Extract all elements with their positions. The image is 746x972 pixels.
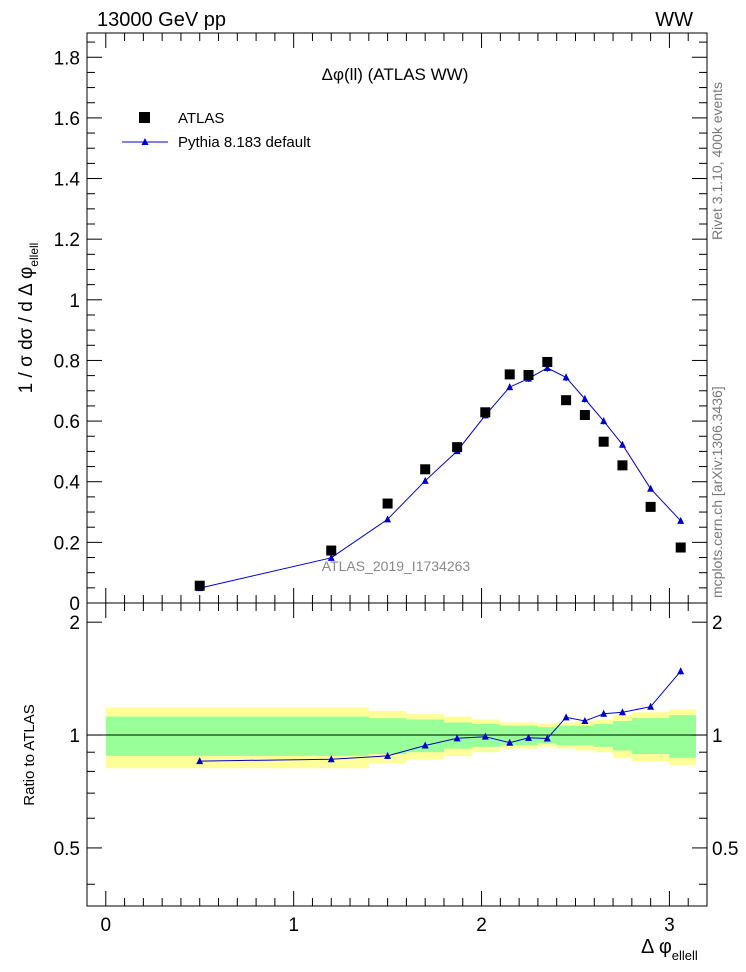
y-tick-label: 1 xyxy=(69,291,80,312)
ratio-point xyxy=(421,741,429,749)
ratio-y-tick-label: 1 xyxy=(69,726,80,747)
atlas-point xyxy=(326,545,337,556)
ratio-y-tick-label: 2 xyxy=(69,613,80,634)
pythia-line xyxy=(199,367,682,589)
y-tick-label: 1.8 xyxy=(54,48,80,69)
mcplots-label-group: mcplots.cern.ch [arXiv:1306.3436] xyxy=(709,386,725,598)
x-tick-label: 2 xyxy=(476,915,487,936)
atlas-point xyxy=(420,464,431,475)
ratio-point xyxy=(196,757,204,765)
pythia-point xyxy=(647,484,655,492)
ratio-point xyxy=(506,738,514,746)
atlas-point xyxy=(561,395,572,406)
legend-atlas-label: ATLAS xyxy=(178,110,224,127)
ratio-y-tick-label-right: 1 xyxy=(712,726,723,747)
x-tick-label: 3 xyxy=(664,915,675,936)
atlas-point xyxy=(452,442,463,453)
ratio-point xyxy=(481,732,489,740)
atlas-point xyxy=(598,436,609,447)
pythia-point xyxy=(506,383,514,391)
ratio-point xyxy=(581,717,589,725)
atlas-point xyxy=(504,369,515,380)
ratio-band-inner xyxy=(105,715,697,758)
ratio-point xyxy=(327,755,335,763)
svg-text:1 / σ dσ / d Δ φellell: 1 / σ dσ / d Δ φellell xyxy=(16,243,41,394)
y-tick-label: 1.6 xyxy=(54,109,80,130)
atlas-point xyxy=(382,498,393,509)
atlas-point xyxy=(579,410,590,421)
atlas-point xyxy=(675,542,686,553)
ratio-y-label: Ratio to ATLAS xyxy=(21,704,38,805)
axis-ticks xyxy=(87,33,708,906)
y-tick-label: 1.2 xyxy=(54,230,80,251)
y-axis-label-sub: ellell xyxy=(27,243,41,267)
ratio-point xyxy=(600,709,608,717)
y-axis-label-group: 1 / σ dσ / d Δ φellell xyxy=(16,243,41,394)
pythia-point xyxy=(421,476,429,484)
ratio-point xyxy=(384,751,392,759)
atlas-point xyxy=(194,580,205,591)
x-tick-label: 1 xyxy=(288,915,299,936)
atlas-point xyxy=(617,460,628,471)
y-tick-label: 0.8 xyxy=(54,351,80,372)
ratio-uncertainty-bands xyxy=(87,707,707,769)
ratio-point xyxy=(618,708,626,716)
rivet-label-group: Rivet 3.1.10, 400k events xyxy=(709,82,725,240)
x-tick-label: 0 xyxy=(100,915,111,936)
y-tick-label: 0.2 xyxy=(54,533,80,554)
ratio-point xyxy=(647,702,655,710)
pythia-point xyxy=(677,516,685,524)
legend-pythia-marker xyxy=(141,138,149,145)
pythia-point xyxy=(562,373,570,381)
legend-atlas-marker xyxy=(139,112,150,123)
legend-pythia-label: Pythia 8.183 default xyxy=(178,134,311,151)
ratio-point xyxy=(525,733,533,741)
atlas-point xyxy=(523,370,534,380)
header-right: WW xyxy=(655,9,693,31)
analysis-watermark: ATLAS_2019_I1734263 xyxy=(322,558,471,574)
ratio-y-tick-label-right: 2 xyxy=(712,613,723,634)
ratio-plot-frame xyxy=(86,602,708,907)
atlas-point xyxy=(480,407,491,418)
y-tick-label: 0 xyxy=(69,594,80,615)
ratio-y-tick-label: 0.5 xyxy=(54,839,80,860)
pythia-point xyxy=(581,394,589,402)
pythia-point xyxy=(618,440,626,448)
pythia-point xyxy=(543,364,551,372)
mcplots-label: mcplots.cern.ch [arXiv:1306.3436] xyxy=(709,386,725,598)
ratio-point xyxy=(453,734,461,742)
pythia-point xyxy=(384,515,392,523)
y-axis-label: 1 / σ dσ / d Δ φ xyxy=(16,267,37,394)
ratio-series-layer xyxy=(196,667,685,765)
header-left: 13000 GeV pp xyxy=(97,9,226,31)
pythia-point xyxy=(327,553,335,561)
y-tick-label: 0.4 xyxy=(54,473,81,494)
pythia-point xyxy=(600,417,608,425)
y-tick-label: 1.4 xyxy=(54,170,81,191)
x-axis-label-sub: ellell xyxy=(672,948,698,963)
tick-labels: 0 1 2 3 0 0.2 0.4 0.6 0.8 1 1.2 1.4 1.6 1.8 0.5 0.5 1 1 2 2 xyxy=(54,48,739,936)
atlas-point xyxy=(542,356,553,367)
rivet-label: Rivet 3.1.10, 400k events xyxy=(709,82,725,240)
x-axis-label: Δ φ xyxy=(641,936,672,958)
plot-title: Δφ(ll) (ATLAS WW) xyxy=(322,65,469,84)
ratio-point xyxy=(543,734,551,742)
ratio-point xyxy=(562,713,570,721)
main-series-layer xyxy=(194,356,686,592)
atlas-point xyxy=(645,501,656,512)
ratio-y-label-group: Ratio to ATLAS xyxy=(21,704,38,805)
y-tick-label: 0.6 xyxy=(54,412,80,433)
ratio-point xyxy=(677,667,685,675)
ratio-y-tick-label-right: 0.5 xyxy=(712,839,738,860)
svg-text:Δ φellell: Δ φellell xyxy=(641,936,698,963)
